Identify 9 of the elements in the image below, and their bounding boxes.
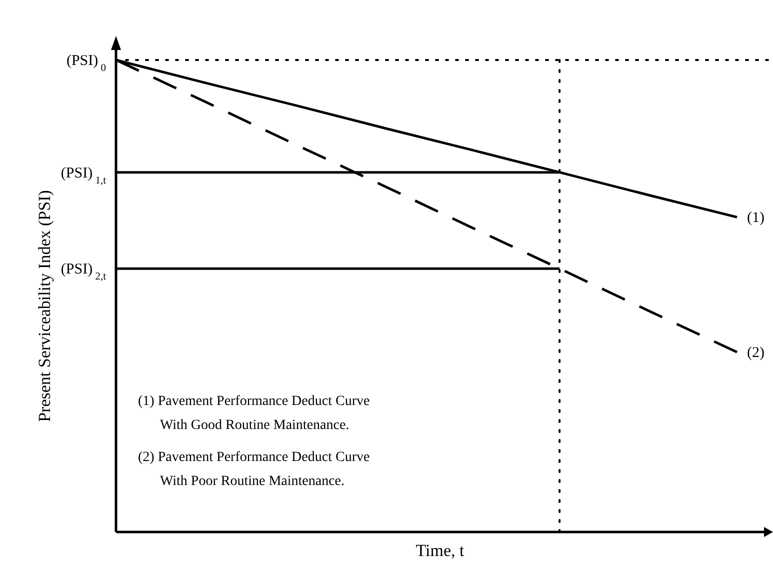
annotation: (2) Pavement Performance Deduct Curve With Poor Routine Maintenance. (138, 450, 370, 489)
x-axis-title: Time, t (416, 541, 465, 560)
annotation: (1) Pavement Performance Deduct Curve With Good Routine Maintenance. (138, 394, 370, 433)
y-axis-title: Present Serviceability Index (PSI) (35, 190, 54, 422)
series-label: (2) (747, 345, 764, 362)
series-label: (1) (747, 210, 764, 226)
ref-line-label: (PSI)$_{0}$ (66, 53, 106, 74)
series-label: (PSI)$_{2,t}$ (60, 262, 106, 282)
series-label: (PSI)$_{1,t}$ (60, 165, 106, 186)
